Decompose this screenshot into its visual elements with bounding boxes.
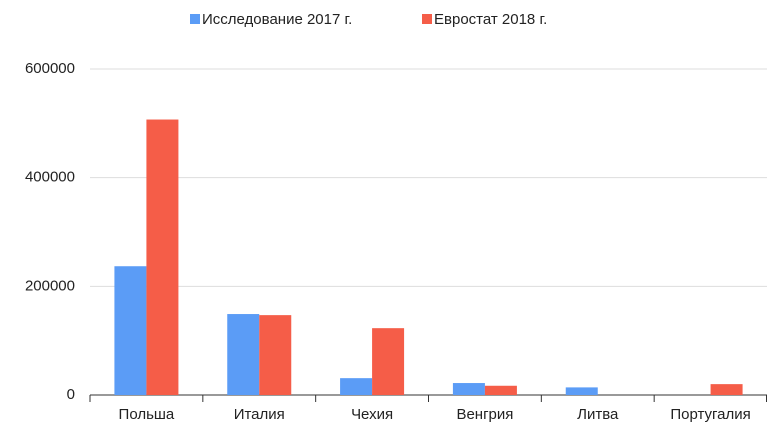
legend-label: Евростат 2018 г. bbox=[434, 11, 547, 28]
x-tick-label: Чехия bbox=[351, 406, 393, 423]
x-tick-label: Польша bbox=[119, 406, 175, 423]
x-tick-label: Литва bbox=[577, 406, 619, 423]
bar bbox=[372, 328, 405, 395]
bar bbox=[259, 315, 292, 395]
legend-label: Исследование 2017 г. bbox=[202, 11, 352, 28]
legend-swatch bbox=[190, 14, 200, 24]
y-tick-label: 600000 bbox=[25, 60, 75, 77]
bar bbox=[227, 314, 260, 395]
x-tick-label: Португалия bbox=[670, 406, 750, 423]
legend-swatch bbox=[422, 14, 432, 24]
bar bbox=[710, 384, 743, 395]
y-tick-label: 400000 bbox=[25, 169, 75, 186]
bar bbox=[146, 119, 179, 395]
x-tick-label: Венгрия bbox=[456, 406, 513, 423]
bar bbox=[452, 383, 485, 395]
bar bbox=[340, 378, 373, 395]
x-tick-label: Италия bbox=[234, 406, 285, 423]
bar bbox=[565, 387, 598, 395]
y-tick-label: 0 bbox=[67, 386, 75, 403]
bar bbox=[484, 385, 517, 395]
y-tick-label: 200000 bbox=[25, 277, 75, 294]
bar bbox=[114, 266, 147, 395]
